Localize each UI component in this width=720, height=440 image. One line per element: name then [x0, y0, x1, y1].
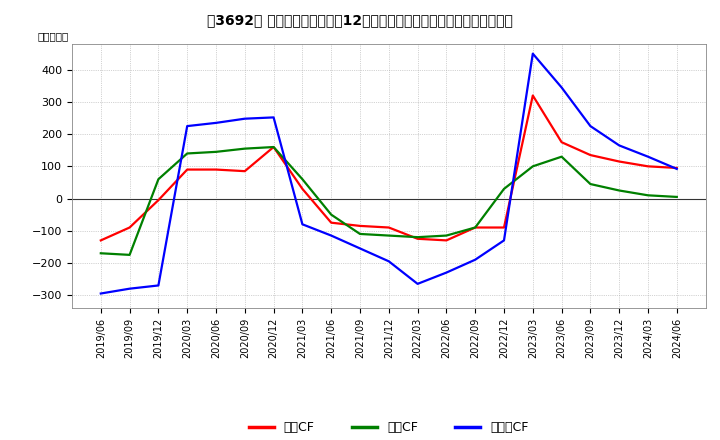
営業CF [557, 139, 566, 145]
フリーCF [327, 233, 336, 238]
フリーCF [298, 222, 307, 227]
営業CF [240, 169, 249, 174]
Text: 【3692】 キャッシュフローの12か月移動合計の対前年同期増減額の推移: 【3692】 キャッシュフローの12か月移動合計の対前年同期増減額の推移 [207, 13, 513, 27]
フリーCF [500, 238, 508, 243]
フリーCF [586, 124, 595, 129]
フリーCF [154, 283, 163, 288]
営業CF [125, 225, 134, 230]
投資CF [471, 225, 480, 230]
営業CF [356, 223, 364, 228]
フリーCF [240, 116, 249, 121]
営業CF [154, 198, 163, 203]
Legend: 営業CF, 投資CF, フリーCF: 営業CF, 投資CF, フリーCF [244, 416, 534, 439]
投資CF [356, 231, 364, 237]
営業CF [183, 167, 192, 172]
営業CF [586, 152, 595, 158]
投資CF [384, 233, 393, 238]
営業CF [384, 225, 393, 230]
フリーCF [212, 120, 220, 125]
投資CF [413, 235, 422, 240]
投資CF [298, 176, 307, 182]
営業CF [96, 238, 105, 243]
投資CF [212, 149, 220, 154]
営業CF [528, 93, 537, 98]
フリーCF [96, 291, 105, 296]
投資CF [528, 164, 537, 169]
フリーCF [384, 259, 393, 264]
フリーCF [442, 270, 451, 275]
投資CF [672, 194, 681, 200]
営業CF [500, 225, 508, 230]
フリーCF [125, 286, 134, 291]
フリーCF [557, 85, 566, 90]
投資CF [644, 193, 652, 198]
投資CF [500, 186, 508, 191]
フリーCF [672, 166, 681, 172]
フリーCF [644, 154, 652, 159]
Line: フリーCF: フリーCF [101, 54, 677, 293]
営業CF [298, 186, 307, 191]
投資CF [240, 146, 249, 151]
フリーCF [528, 51, 537, 56]
投資CF [557, 154, 566, 159]
フリーCF [413, 281, 422, 286]
営業CF [672, 165, 681, 171]
営業CF [269, 144, 278, 150]
Line: 投資CF: 投資CF [101, 147, 677, 255]
投資CF [442, 233, 451, 238]
フリーCF [269, 115, 278, 120]
フリーCF [471, 257, 480, 262]
営業CF [413, 236, 422, 242]
投資CF [183, 151, 192, 156]
投資CF [586, 181, 595, 187]
Line: 営業CF: 営業CF [101, 95, 677, 240]
営業CF [471, 225, 480, 230]
Text: （百万円）: （百万円） [37, 31, 68, 41]
投資CF [615, 188, 624, 193]
フリーCF [615, 143, 624, 148]
投資CF [125, 252, 134, 257]
営業CF [644, 164, 652, 169]
投資CF [327, 212, 336, 217]
投資CF [154, 176, 163, 182]
営業CF [212, 167, 220, 172]
営業CF [442, 238, 451, 243]
営業CF [327, 220, 336, 225]
フリーCF [183, 124, 192, 129]
投資CF [96, 251, 105, 256]
営業CF [615, 159, 624, 164]
フリーCF [356, 246, 364, 251]
投資CF [269, 144, 278, 150]
